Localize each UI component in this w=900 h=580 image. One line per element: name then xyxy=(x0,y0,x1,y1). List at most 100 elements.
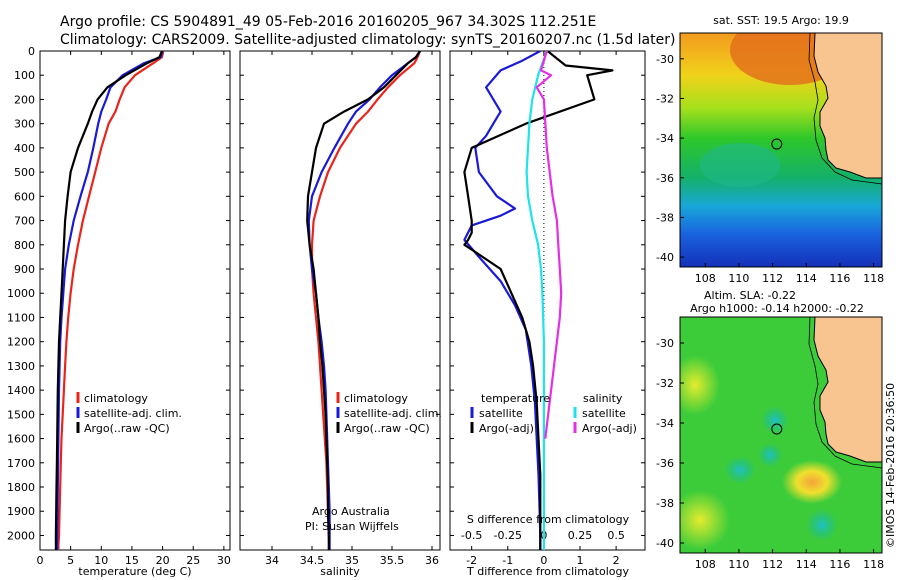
map-y-tick-label: -30 xyxy=(656,337,674,350)
sst-map-frame xyxy=(679,32,883,268)
legend-title-salinity: salinity xyxy=(583,392,623,405)
map-x-tick-label: 110 xyxy=(728,272,749,285)
depth-tick-label: 1200 xyxy=(7,336,35,349)
difference-x-tick-label: 1 xyxy=(577,554,584,567)
s-difference-tick-label: 0.5 xyxy=(607,529,625,542)
pi-label: PI: Susan Wijffels xyxy=(305,520,399,533)
map-y-tick-label: -38 xyxy=(656,497,674,510)
depth-tick-label: 1800 xyxy=(7,481,35,494)
difference-xlabel: T difference from climatology xyxy=(466,565,629,578)
s-difference-tick-label: -0.5 xyxy=(461,529,482,542)
temperature-x-tick-label: 25 xyxy=(186,554,200,567)
salinity-x-tick-label: 35.5 xyxy=(380,554,405,567)
legend-label-sal-satellite: satellite xyxy=(582,407,626,420)
depth-tick-label: 200 xyxy=(14,93,35,106)
land-mass xyxy=(814,317,882,462)
depth-tick-label: 1700 xyxy=(7,457,35,470)
imos-credit: ©IMOS 14-Feb-2016 20:36:50 xyxy=(884,383,897,548)
salinity-xlabel: salinity xyxy=(320,565,360,578)
difference-x-tick-label: 0 xyxy=(540,554,547,567)
lines-layer xyxy=(54,51,614,550)
sla-yellow-patch xyxy=(680,355,720,415)
s-difference-tick-label: 0.25 xyxy=(568,529,593,542)
sla-cool-patch xyxy=(758,443,782,467)
depth-tick-label: 1400 xyxy=(7,384,35,397)
depth-tick-label: 1100 xyxy=(7,311,35,324)
map-y-tick-label: -32 xyxy=(656,92,674,105)
temperature-series-line xyxy=(56,51,165,550)
difference-x-tick-label: 2 xyxy=(613,554,620,567)
map-x-tick-label: 114 xyxy=(796,272,817,285)
legend-label-temp-satellite: satellite xyxy=(479,407,523,420)
depth-tick-label: 1600 xyxy=(7,433,35,446)
map-y-tick-label: -40 xyxy=(656,251,674,264)
s-difference-tick-label: -0.25 xyxy=(494,529,522,542)
temperature-x-tick-label: 20 xyxy=(156,554,170,567)
map-x-tick-label: 108 xyxy=(695,272,716,285)
map-y-tick-label: -38 xyxy=(656,211,674,224)
map-y-tick-label: -40 xyxy=(656,537,674,550)
axes-layer: 0100200300400500600700800900100011001200… xyxy=(7,45,645,567)
depth-tick-label: 1300 xyxy=(7,360,35,373)
depth-tick-label: 0 xyxy=(28,45,35,58)
legend-label-climatology: climatology xyxy=(344,392,408,405)
sla-warm-patch xyxy=(782,460,842,504)
depth-tick-label: 400 xyxy=(14,142,35,155)
difference-series-line xyxy=(525,51,548,550)
depth-tick-label: 800 xyxy=(14,239,35,252)
difference-legend: temperature salinity satellite Argo(-adj… xyxy=(470,392,637,435)
sla-cool-patch xyxy=(761,406,789,434)
legend-label-sal-argo: Argo(-adj) xyxy=(582,422,637,435)
sst-map-axes: 108 110 112 114 116 118 -30 -32 -34 -36 -38 -40 xyxy=(656,53,884,285)
map-y-tick-label: -34 xyxy=(656,132,674,145)
temperature-legend: climatology satellite-adj. clim. Argo(..… xyxy=(76,392,182,435)
sla-map-title: Altim. SLA: -0.22 xyxy=(704,289,796,302)
sla-yellow-patch xyxy=(680,490,730,550)
legend-label-climatology: climatology xyxy=(84,392,148,405)
sst-cool-patch xyxy=(700,143,780,187)
coastline xyxy=(813,317,882,463)
coastline xyxy=(813,33,882,179)
depth-tick-label: 300 xyxy=(14,118,35,131)
salinity-legend: climatology satellite-adj. clim. Argo(..… xyxy=(336,392,442,435)
sla-map-frame xyxy=(679,316,883,554)
sla-cool-patch xyxy=(724,456,756,484)
sst-argo-marker xyxy=(771,138,783,150)
sla-map-subtitle: Argo h1000: -0.14 h2000: -0.22 xyxy=(690,302,864,315)
salinity-panel-frame xyxy=(239,50,441,551)
sst-map xyxy=(680,33,882,267)
map-y-tick-label: -30 xyxy=(656,53,674,66)
map-x-tick-label: 118 xyxy=(863,558,884,571)
difference-x2label: S difference from climatology xyxy=(467,513,630,526)
depth-tick-label: 700 xyxy=(14,215,35,228)
legend-label-argo: Argo(..raw -QC) xyxy=(84,422,170,435)
header-line-2: Climatology: CARS2009. Satellite-adjuste… xyxy=(60,32,675,48)
map-x-tick-label: 114 xyxy=(796,558,817,571)
difference-series-line xyxy=(463,51,614,550)
sla-map-axes: 108 110 112 114 116 118 -30 -32 -34 -36 -38 -40 xyxy=(656,337,884,571)
legend-label-satellite: satellite-adj. clim. xyxy=(344,407,442,420)
temperature-xlabel: temperature (deg C) xyxy=(78,565,191,578)
salinity-series-group xyxy=(306,51,422,550)
temperature-series-line xyxy=(56,51,164,550)
map-x-tick-label: 108 xyxy=(695,558,716,571)
legend-label-satellite: satellite-adj. clim. xyxy=(84,407,182,420)
map-y-tick-label: -32 xyxy=(656,377,674,390)
map-y-tick-label: -36 xyxy=(656,172,674,185)
depth-tick-label: 900 xyxy=(14,263,35,276)
salinity-x-tick-label: 35 xyxy=(345,554,359,567)
shelf-contour xyxy=(808,33,882,185)
legend-label-argo: Argo(..raw -QC) xyxy=(344,422,430,435)
shelf-contour xyxy=(808,317,882,469)
depth-tick-label: 1000 xyxy=(7,287,35,300)
map-x-tick-label: 116 xyxy=(829,558,850,571)
depth-tick-label: 600 xyxy=(14,190,35,203)
map-y-tick-label: -36 xyxy=(656,457,674,470)
map-y-tick-label: -34 xyxy=(656,417,674,430)
sla-argo-marker xyxy=(771,423,783,435)
difference-series-line xyxy=(535,51,563,439)
depth-tick-label: 1500 xyxy=(7,408,35,421)
legend-label-temp-argo: Argo(-adj) xyxy=(479,422,534,435)
map-x-tick-label: 116 xyxy=(829,272,850,285)
sst-map-title: sat. SST: 19.5 Argo: 19.9 xyxy=(713,14,849,27)
